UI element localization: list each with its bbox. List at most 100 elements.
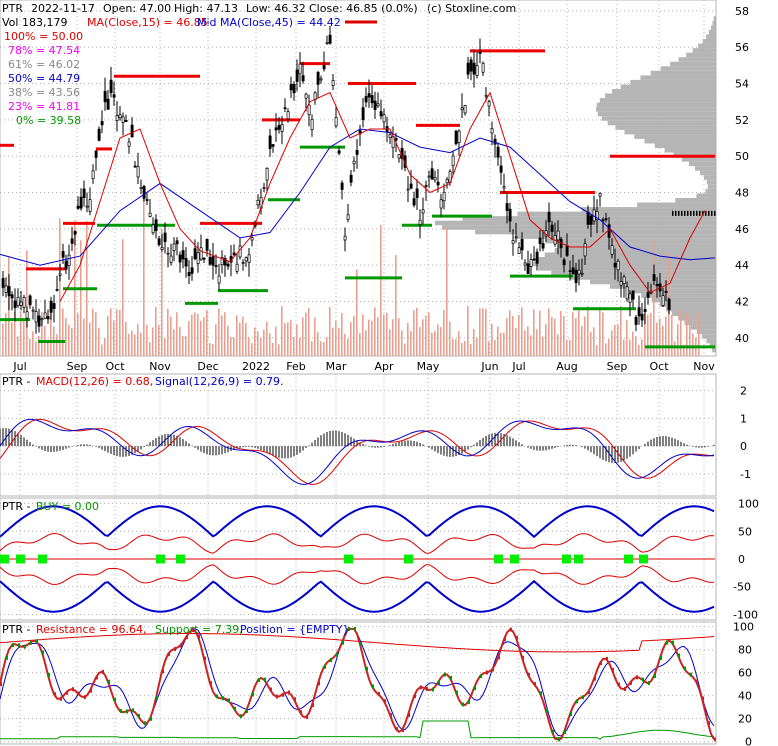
volume-profile-bar — [699, 170, 716, 176]
stoch-position-mark — [690, 672, 692, 677]
stoch-position-mark — [348, 626, 350, 631]
volume-profile-bar — [694, 166, 716, 171]
volume-bar — [581, 325, 583, 356]
fib-23: 23% = 41.81 — [8, 100, 80, 113]
volume-profile-bar — [557, 243, 716, 248]
candle-body — [22, 297, 26, 308]
macd-frame — [0, 373, 717, 497]
stoch-position-mark — [396, 727, 398, 732]
volume-bar — [170, 316, 172, 356]
candle-body — [484, 94, 488, 97]
volume-bar — [320, 341, 322, 356]
volume-profile-bar — [702, 39, 716, 44]
candle-body — [211, 256, 215, 266]
candle-body — [10, 294, 14, 299]
stoch-position-mark — [600, 661, 602, 666]
buy-value: BUY = 0.00 — [36, 500, 99, 513]
volume-bar — [260, 338, 262, 356]
candle-body — [181, 250, 185, 260]
candle-body — [346, 214, 350, 220]
candle-body — [325, 41, 329, 44]
volume-bar — [539, 310, 541, 356]
stoch-position-mark — [630, 680, 632, 685]
buy-tick-label: -100 — [733, 608, 758, 621]
stoch-position-mark — [240, 714, 242, 719]
fib-levels: 100% = 50.00 78% = 47.54 61% = 46.02 50%… — [4, 30, 83, 127]
candle-body — [616, 260, 620, 271]
candle-body — [121, 116, 125, 123]
month-label: May — [417, 360, 440, 373]
stoch-position-mark — [672, 640, 674, 645]
volume-bar — [26, 250, 28, 356]
candle-body — [514, 236, 518, 239]
month-label: Apr — [374, 360, 394, 373]
candle-body — [130, 124, 134, 138]
volume-bar — [470, 344, 472, 356]
stoch-position-mark — [90, 688, 92, 693]
buy-signal-marker — [562, 554, 571, 564]
stoch-position-mark — [594, 676, 596, 681]
stoch-position-mark — [312, 703, 314, 708]
candle-body — [397, 154, 401, 159]
volume-bar — [401, 330, 403, 356]
stoch-position-mark — [162, 669, 164, 674]
candle-body — [115, 115, 119, 121]
candle-body — [610, 245, 614, 255]
volume-bar — [473, 329, 475, 356]
stoch-tick-label: 60 — [738, 667, 752, 680]
volume-bar — [215, 324, 217, 356]
volume-bar — [515, 328, 517, 356]
volume-bar — [77, 313, 79, 356]
buy-signal-marker — [624, 554, 633, 564]
volume-bar — [263, 329, 265, 356]
volume-profile-bar — [678, 316, 716, 321]
fib-50: 50% = 44.79 — [8, 72, 80, 85]
stoch-position-mark — [300, 710, 302, 715]
volume-profile-bar — [601, 116, 716, 121]
volume-profile-bar — [615, 125, 716, 130]
candle-body — [316, 71, 320, 85]
volume-bar — [578, 310, 580, 356]
volume-bar — [542, 336, 544, 356]
volume-bar — [674, 341, 676, 356]
header-vol: Vol 183,179 — [2, 16, 67, 29]
stoch-position-mark — [372, 684, 374, 689]
candle-body — [118, 114, 122, 119]
volume-profile-bar — [708, 29, 716, 35]
volume-profile-bar — [712, 347, 716, 353]
volume-bar — [659, 318, 661, 356]
candle-body — [286, 111, 290, 120]
volume-bar — [335, 320, 337, 356]
header-open: Open: 47.00 — [103, 2, 171, 15]
volume-profile-bar — [654, 143, 716, 149]
candle-body — [274, 127, 278, 131]
stoch-position-mark — [450, 675, 452, 680]
volume-bar — [95, 312, 97, 356]
candle-body — [40, 318, 44, 321]
candle-body — [139, 187, 143, 189]
candle-body — [511, 240, 515, 244]
volume-bar — [635, 336, 637, 356]
stoch-position-mark — [642, 677, 644, 682]
month-label: Jul — [12, 360, 26, 373]
resistance-value: Resistance = 96.64, — [36, 623, 146, 636]
volume-bar — [524, 330, 526, 356]
stoch-position-mark — [384, 699, 386, 704]
volume-profile-bar — [681, 157, 716, 162]
candle-body — [349, 174, 353, 183]
stoch-position-mark — [132, 708, 134, 713]
candle-body — [196, 252, 200, 264]
candle-body — [343, 235, 347, 241]
volume-bar — [176, 312, 178, 356]
volume-profile-bar — [637, 202, 716, 208]
candle-body — [361, 107, 365, 120]
volume-bar — [617, 324, 619, 356]
volume-bar — [20, 311, 22, 356]
volume-bar — [407, 323, 409, 356]
candle-body — [94, 150, 98, 158]
volume-bar — [392, 319, 394, 356]
volume-bar — [302, 317, 304, 356]
volume-bar — [329, 306, 331, 356]
volume-bar — [440, 327, 442, 356]
candle-body — [103, 90, 107, 103]
